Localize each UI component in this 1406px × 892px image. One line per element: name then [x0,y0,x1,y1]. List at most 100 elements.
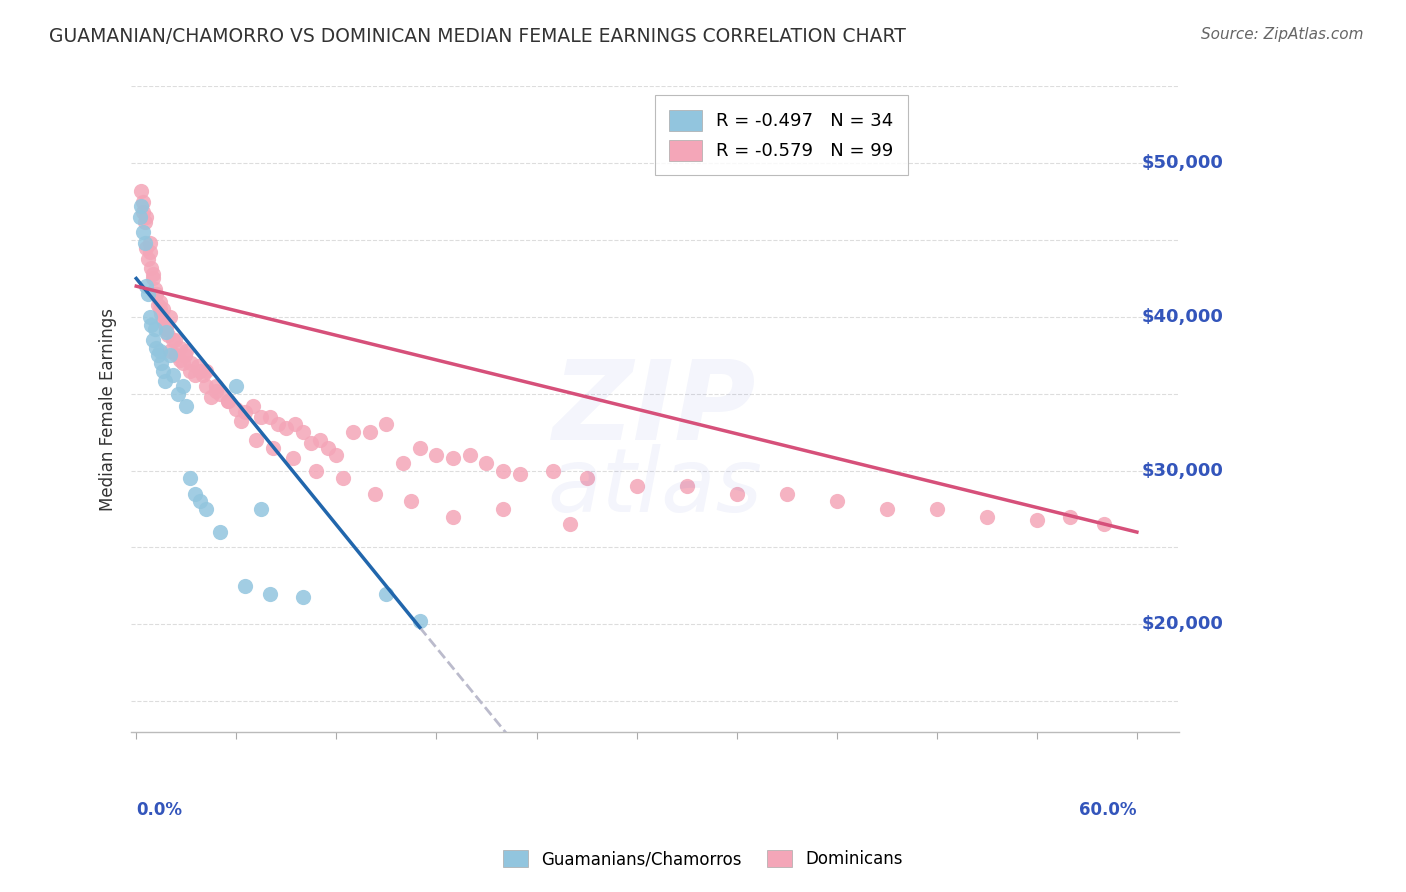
Point [152,364,174,378]
Point [153,318,176,332]
Point [250,502,273,516]
Point [146,348,169,362]
Point [217,394,239,409]
Text: 0.0%: 0.0% [136,801,183,819]
Point [281,451,304,466]
Point [132,194,155,209]
Point [149,302,172,317]
Point [141,260,163,275]
Point [292,590,315,604]
Point [150,307,173,321]
Point [136,252,159,266]
Point [492,464,515,478]
Point [195,379,218,393]
Point [138,245,160,260]
Point [245,433,267,447]
Point [1092,517,1115,532]
Point [138,310,160,324]
Y-axis label: Median Female Earnings: Median Female Earnings [100,308,117,510]
Point [169,353,191,368]
Point [145,341,167,355]
Point [155,318,177,332]
Point [159,343,181,358]
Point [305,464,328,478]
Point [250,409,273,424]
Legend: R = -0.497   N = 34, R = -0.579   N = 99: R = -0.497 N = 34, R = -0.579 N = 99 [655,95,908,175]
Point [149,294,172,309]
Text: Source: ZipAtlas.com: Source: ZipAtlas.com [1201,27,1364,42]
Point [163,333,186,347]
Point [276,420,298,434]
Point [208,386,231,401]
Legend: Guamanians/Chamorros, Dominicans: Guamanians/Chamorros, Dominicans [496,843,910,875]
Point [143,282,166,296]
Point [179,471,201,485]
Point [162,333,184,347]
Point [141,318,163,332]
Text: 60.0%: 60.0% [1080,801,1137,819]
Point [342,425,364,440]
Point [205,384,228,398]
Point [135,241,157,255]
Text: $40,000: $40,000 [1142,308,1223,326]
Point [492,502,515,516]
Point [188,364,211,378]
Point [173,348,195,362]
Point [558,517,581,532]
Point [976,509,998,524]
Point [152,313,174,327]
Point [509,467,531,481]
Point [233,579,256,593]
Point [375,586,398,600]
Point [159,310,181,324]
Point [162,368,184,383]
Text: $30,000: $30,000 [1142,461,1223,480]
Point [299,436,322,450]
Point [135,210,157,224]
Text: $50,000: $50,000 [1142,154,1223,172]
Point [375,417,398,432]
Point [174,343,197,358]
Point [150,356,173,370]
Point [155,322,177,336]
Point [142,333,165,347]
Point [392,456,415,470]
Point [1025,513,1047,527]
Point [259,586,281,600]
Point [231,414,253,428]
Point [425,448,447,462]
Point [316,441,339,455]
Point [152,302,174,317]
Point [143,322,166,336]
Point [132,205,155,219]
Point [145,286,167,301]
Point [292,425,315,440]
Point [174,399,197,413]
Point [575,471,598,485]
Point [187,359,209,373]
Point [183,368,205,383]
Point [876,502,898,516]
Point [225,402,247,417]
Point [776,486,799,500]
Text: GUAMANIAN/CHAMORRO VS DOMINICAN MEDIAN FEMALE EARNINGS CORRELATION CHART: GUAMANIAN/CHAMORRO VS DOMINICAN MEDIAN F… [49,27,905,45]
Point [262,441,284,455]
Point [146,297,169,311]
Text: atlas: atlas [547,443,762,530]
Point [132,226,155,240]
Point [441,509,464,524]
Point [179,364,201,378]
Point [142,271,165,285]
Point [409,614,432,628]
Point [825,840,848,855]
Point [242,399,264,413]
Point [149,343,172,358]
Point [259,409,281,424]
Point [183,486,205,500]
Point [129,199,152,213]
Point [169,341,191,355]
Point [153,375,176,389]
Point [441,451,464,466]
Point [825,494,848,508]
Point [145,286,167,301]
